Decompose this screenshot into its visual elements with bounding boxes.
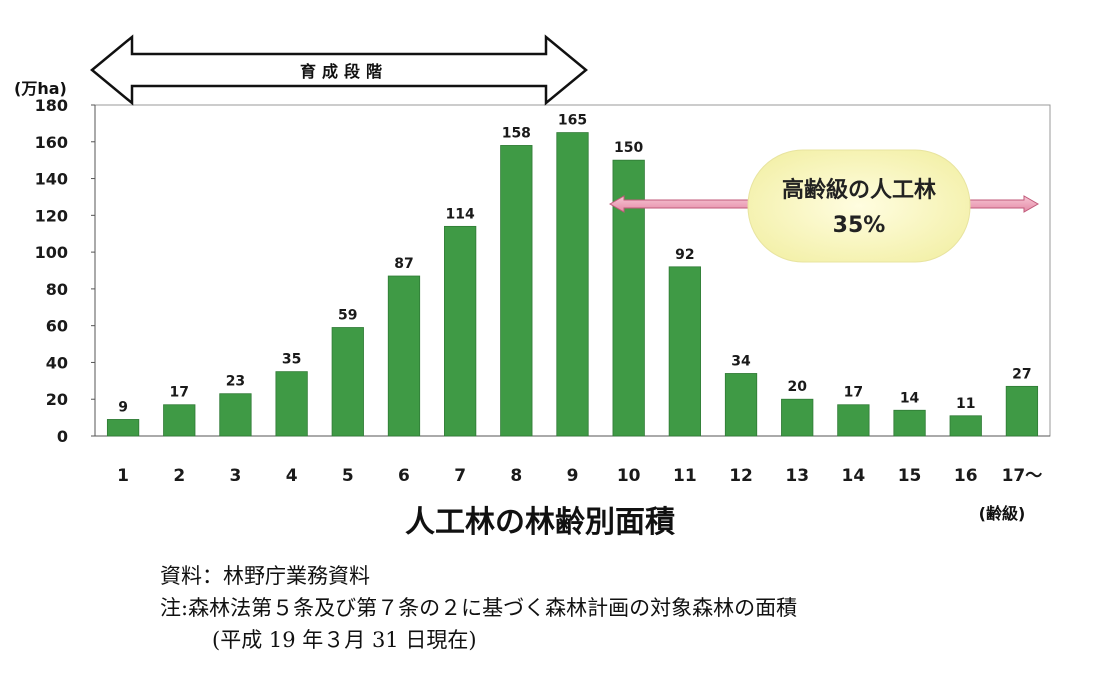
bar-5: [331, 327, 364, 437]
y-tick-label: 20: [46, 390, 68, 409]
bar-7: [444, 225, 477, 437]
bar-3: [219, 393, 252, 437]
x-tick-label: 1: [117, 466, 129, 486]
x-axis-unit: (齢級): [979, 504, 1026, 523]
x-tick-label: 2: [173, 466, 185, 486]
y-tick-label: 180: [35, 96, 68, 115]
y-axis-unit: (万ha): [14, 79, 67, 98]
definition-note: 注:森林法第５条及び第７条の２に基づく森林計画の対象森林の面積: [160, 596, 798, 620]
data-label: 150: [614, 140, 643, 156]
y-tick-label: 100: [35, 243, 68, 262]
bar-6: [387, 275, 421, 437]
x-axis-ticks: 1 2 3 4 5 6 7 8 9 10 11 12 13 14 15 16 17〜: [117, 466, 1042, 486]
bar-16: [949, 415, 982, 437]
bar-12: [724, 373, 758, 437]
data-label: 87: [394, 256, 413, 272]
x-tick-label: 3: [230, 466, 242, 486]
x-tick-label: 10: [617, 466, 641, 486]
data-label: 11: [956, 396, 975, 412]
y-tick-label: 80: [46, 280, 68, 299]
y-tick-label: 120: [35, 206, 68, 225]
x-tick-label: 15: [898, 466, 922, 486]
x-tick-label: 8: [510, 466, 522, 486]
callout-line-2: 35%: [833, 213, 886, 238]
bar-9: [556, 132, 589, 437]
data-label: 158: [502, 125, 531, 141]
x-tick-label: 13: [785, 466, 809, 486]
data-label: 17: [170, 385, 189, 401]
y-tick-label: 0: [57, 427, 68, 446]
x-tick-label: 16: [954, 466, 978, 486]
chart-title: 人工林の林齢別面積: [405, 505, 675, 540]
bar-1: [106, 419, 140, 437]
y-tick-label: 40: [46, 353, 68, 372]
data-labels-group: 9 17 23 35 59 87 114 158 165 150 92 34 20 17 14 11 27: [118, 113, 1031, 416]
x-tick-label: 4: [286, 466, 298, 486]
bar-14: [837, 404, 870, 437]
data-label: 23: [226, 374, 245, 390]
bar-11: [668, 266, 701, 437]
stage-arrow: 育成段階: [90, 34, 588, 106]
data-label: 59: [338, 308, 357, 324]
x-tick-label: 17〜: [1002, 466, 1043, 486]
stage-label: 育成段階: [300, 62, 388, 81]
data-label: 27: [1012, 366, 1031, 382]
data-label: 114: [446, 206, 475, 222]
data-label: 35: [282, 352, 301, 368]
bar-8: [500, 145, 533, 437]
data-label: 9: [118, 399, 128, 415]
x-tick-label: 6: [398, 466, 410, 486]
data-label: 20: [787, 379, 807, 395]
callout-bubble: 高齢級の人工林 35%: [747, 149, 971, 263]
x-tick-label: 7: [454, 466, 466, 486]
y-axis-ticks: 0 20 40 60 80 100 120 140 160 180: [35, 96, 95, 446]
y-tick-label: 60: [46, 317, 68, 336]
date-note: (平成 19 年３月 31 日現在): [212, 628, 477, 652]
x-tick-label: 5: [342, 466, 354, 486]
x-tick-label: 12: [729, 466, 753, 486]
notes-block: 資料：林野庁業務資料 注:森林法第５条及び第７条の２に基づく森林計画の対象森林の…: [160, 560, 1060, 656]
x-tick-label: 9: [567, 466, 579, 486]
data-label: 34: [731, 353, 751, 369]
bar-17〜: [1005, 385, 1039, 437]
data-label: 92: [675, 247, 694, 263]
bar-2: [163, 404, 196, 437]
source-note: 資料：林野庁業務資料: [160, 564, 370, 588]
bar-13: [781, 398, 814, 437]
y-tick-label: 140: [35, 170, 68, 189]
bar-4: [275, 371, 308, 437]
data-label: 14: [900, 390, 920, 406]
y-tick-label: 160: [35, 133, 68, 152]
x-tick-label: 14: [842, 466, 866, 486]
callout-line-1: 高齢級の人工林: [782, 177, 936, 203]
bar-15: [893, 409, 926, 437]
data-label: 17: [844, 385, 863, 401]
data-label: 165: [558, 113, 587, 129]
x-tick-label: 11: [673, 466, 697, 486]
